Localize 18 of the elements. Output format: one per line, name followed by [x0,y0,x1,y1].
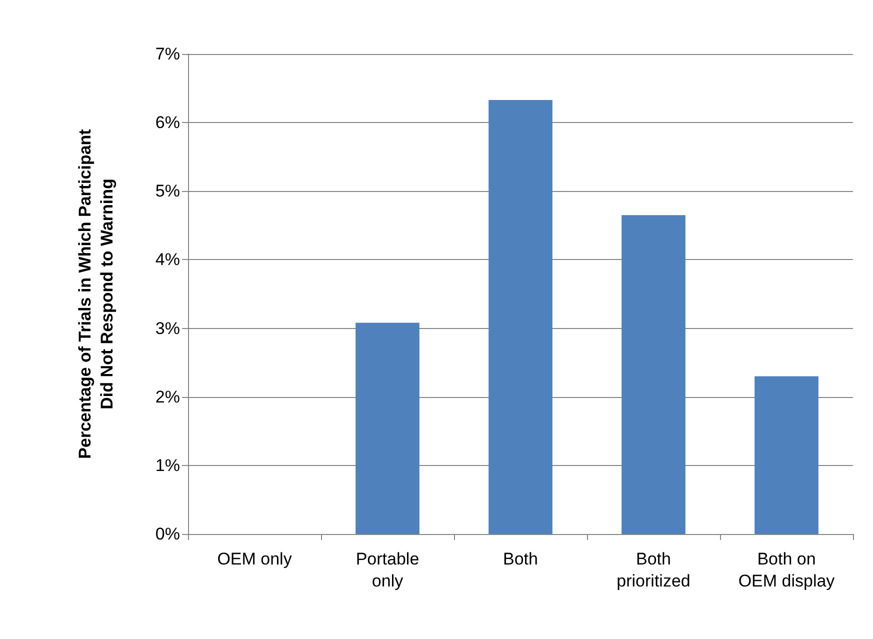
y-tick-label: 4% [155,250,180,270]
bar [488,100,552,534]
y-tick-label: 7% [155,44,180,64]
x-tick-label: Both on OEM display [738,550,836,590]
x-tick-label: OEM only [217,550,292,568]
bar [622,215,686,534]
x-tick-label: Portable only [356,550,420,590]
y-tick-label: 2% [155,387,180,406]
y-tick-label: 3% [155,318,180,338]
bar [754,376,818,534]
y-tick-label: 0% [155,524,180,544]
y-tick-label: 5% [155,182,180,201]
y-tick-label: 6% [155,113,180,132]
y-axis-title: Percentage of Trials in Which Participant Did Not Respond to Warning [76,128,116,459]
x-tick-label: Both prioritized [616,550,690,590]
y-tick-label: 1% [155,456,180,475]
bar [356,322,420,534]
x-tick-label: Both [503,550,538,568]
